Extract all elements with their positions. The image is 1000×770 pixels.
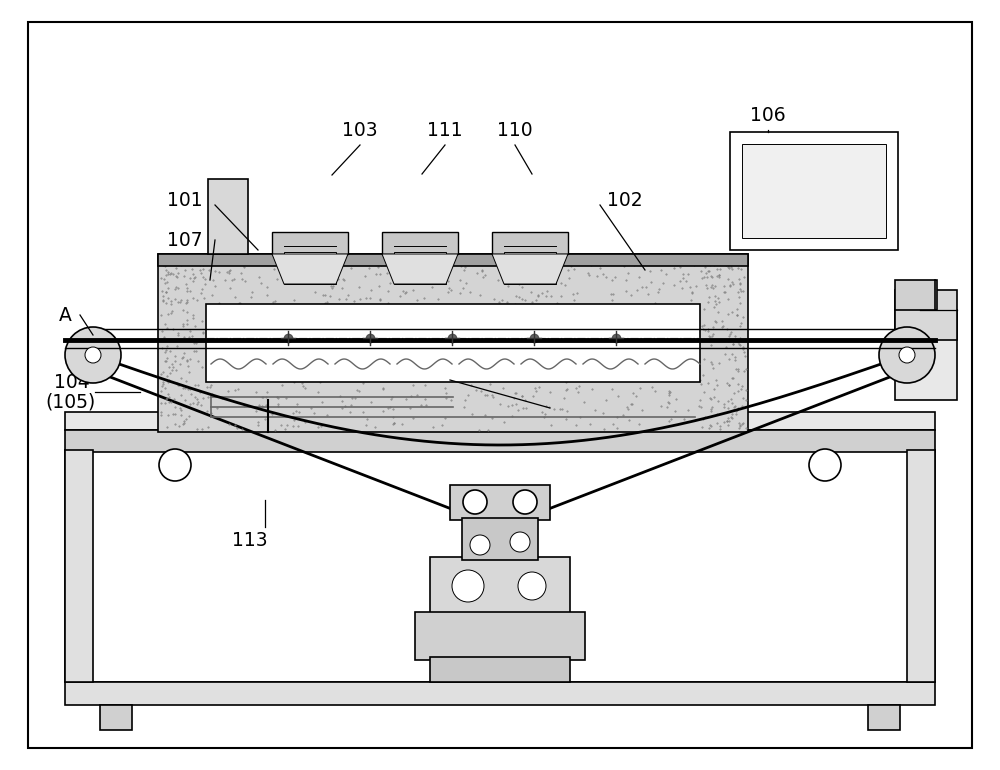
Bar [430, 657, 570, 682]
Bar [907, 450, 935, 682]
Bar [65, 450, 93, 682]
Text: 110: 110 [497, 120, 533, 139]
Text: 113: 113 [232, 531, 268, 550]
Circle shape [463, 490, 487, 514]
Circle shape [809, 449, 841, 481]
Polygon shape [272, 254, 348, 284]
Bar [158, 254, 748, 432]
Circle shape [899, 347, 915, 363]
Bar [895, 310, 957, 400]
Bar [492, 232, 568, 254]
Bar [272, 232, 348, 254]
Bar [158, 254, 748, 266]
Text: 101: 101 [167, 190, 203, 209]
Text: 107: 107 [167, 230, 203, 249]
Circle shape [85, 347, 101, 363]
Bar [742, 144, 886, 238]
Text: 102: 102 [607, 190, 643, 209]
Text: 103: 103 [342, 120, 378, 139]
Bar [895, 290, 957, 340]
Bar [206, 304, 700, 382]
Text: A: A [59, 306, 71, 324]
Circle shape [518, 572, 546, 600]
Bar [430, 557, 570, 615]
Bar [868, 705, 900, 730]
Circle shape [510, 532, 530, 552]
Bar [65, 682, 935, 705]
Circle shape [65, 327, 121, 383]
Text: 106: 106 [750, 105, 786, 125]
Bar [394, 252, 446, 284]
Bar [504, 252, 556, 284]
Bar [462, 518, 538, 560]
Text: 112: 112 [560, 406, 596, 424]
Bar [284, 252, 336, 284]
Circle shape [879, 327, 935, 383]
Bar [895, 280, 937, 310]
Bar [65, 412, 935, 430]
Text: (105): (105) [45, 393, 95, 411]
Polygon shape [382, 254, 458, 284]
Circle shape [470, 535, 490, 555]
Text: 111: 111 [427, 120, 463, 139]
Bar [65, 450, 935, 682]
Text: 108: 108 [912, 300, 948, 320]
Bar [730, 132, 898, 250]
Circle shape [452, 570, 484, 602]
Text: 104: 104 [54, 373, 90, 391]
Circle shape [513, 490, 537, 514]
Bar [450, 485, 550, 520]
Bar [415, 612, 585, 660]
Circle shape [159, 449, 191, 481]
Bar [382, 232, 458, 254]
Bar [208, 179, 248, 254]
Bar [65, 430, 935, 452]
Polygon shape [492, 254, 568, 284]
Bar [100, 705, 132, 730]
